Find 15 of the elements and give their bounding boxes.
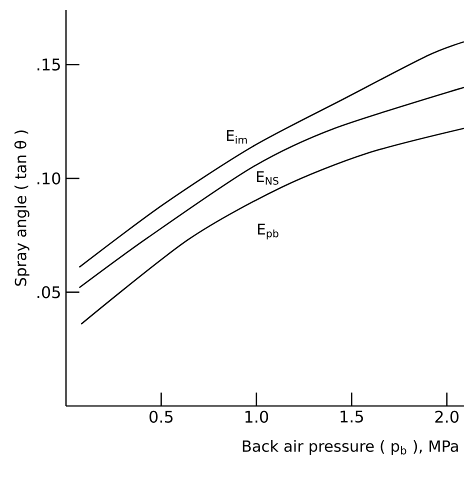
x-tick-label: 0.5 (150, 410, 173, 423)
series-label: E$_{im}$ (227, 130, 247, 144)
x-axis-title: Back air pressure ( p$_{b}$ ), MPa (242, 440, 458, 455)
series-label: E$_{NS}$ (256, 171, 278, 185)
x-tick-label: 1.5 (340, 410, 363, 423)
y-axis-title: Spray angle ( tan θ ) (14, 130, 30, 286)
y-tick-label: .15 (38, 58, 60, 71)
line-series (78, 41, 464, 268)
series-label: E$_{pb}$ (258, 224, 278, 240)
x-tick-label: 1.0 (245, 410, 268, 423)
y-tick-label: .05 (38, 286, 60, 298)
line-series (78, 86, 464, 288)
line-series (80, 128, 464, 325)
y-tick-label: .10 (38, 172, 60, 184)
x-tick-label: 2.0 (435, 410, 459, 423)
